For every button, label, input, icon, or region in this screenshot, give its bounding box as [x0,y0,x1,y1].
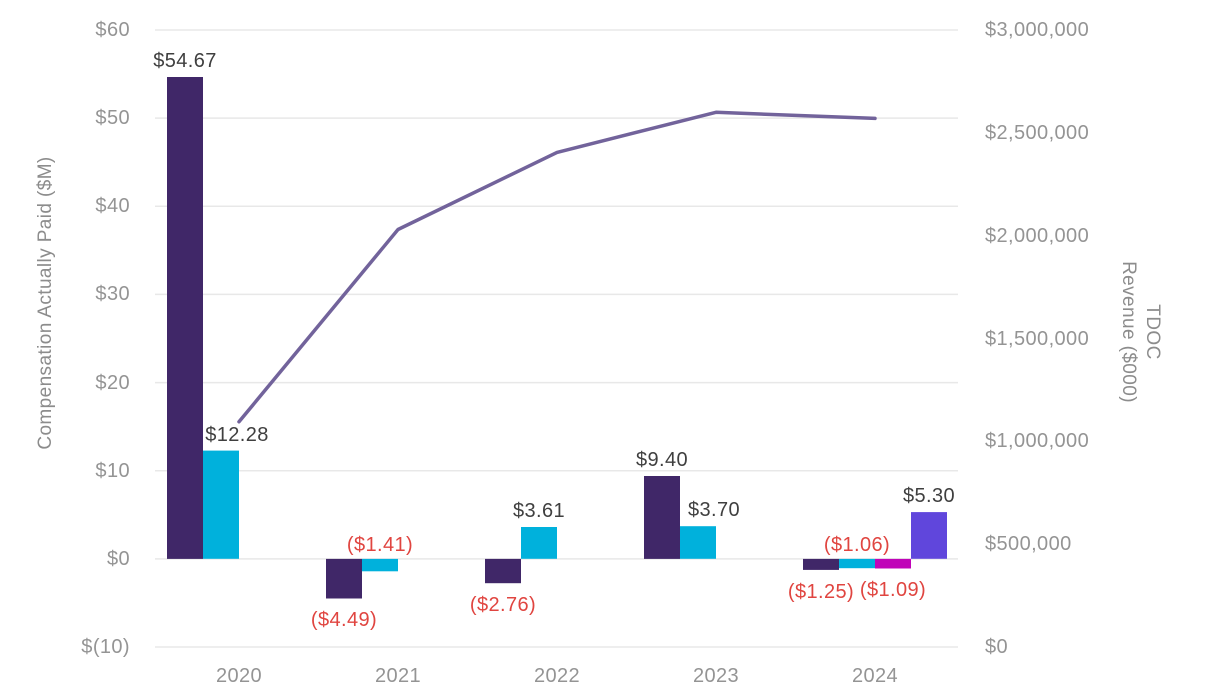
bar-cap-bar-cyan-2024 [839,558,875,569]
x-axis-year-label: 2024 [851,665,899,687]
right-axis-tick-label: $500,000 [985,533,1072,556]
bar-cap-bar-dark-purple-2021 [326,558,362,599]
left-axis-tick-label: $30 [95,283,130,306]
bar-cap-bar-cyan-2023 [680,526,716,559]
bar-value-label: ($1.25) [787,580,855,603]
bar-cap-bar-dark-purple-2022 [485,558,521,584]
left-axis-tick-label: $(10) [81,636,130,658]
bar-value-label: ($1.09) [859,579,927,602]
right-axis-tick-label: $2,500,000 [985,121,1090,144]
x-axis-year-label: 2022 [533,665,581,687]
right-axis-title: TDOC Revenue ($000) [1116,232,1164,432]
right-axis-tick-label: $2,000,000 [985,224,1090,247]
right-axis-title-line-1: TDOC [1142,304,1163,360]
bar-cap-bar-cyan-2022 [521,527,557,559]
bar-value-label: ($2.76) [469,594,537,617]
bar-cap-bar-dark-purple-2024 [803,558,839,570]
bar-value-label: ($1.41) [346,533,414,556]
left-axis-tick-label: $50 [95,107,130,130]
revenue-line [237,110,877,424]
bar-cap-bar-magenta-2024 [875,558,911,569]
left-axis-tick-label: $60 [95,19,130,41]
right-axis-tick-label: $3,000,000 [985,19,1090,41]
right-axis-tick-label: $1,000,000 [985,430,1090,453]
bar-cap-bar-dark-purple-2023 [644,476,680,559]
bar-value-label: $3.61 [512,500,566,523]
bar-cap-bar-dark-purple-2020 [167,77,203,559]
bar-cap-bar-cyan-2020 [203,450,239,559]
left-axis-tick-label: $10 [95,459,130,482]
right-axis-tick-label: $1,500,000 [985,327,1090,350]
right-axis-tick-label: $0 [985,636,1009,658]
bar-value-label: ($1.06) [823,533,891,556]
left-axis-tick-label: $20 [95,371,130,394]
x-axis-year-label: 2020 [215,665,263,687]
bar-value-label: $54.67 [153,49,217,72]
bar-value-label: $5.30 [902,485,956,508]
bar-value-label: $12.28 [205,423,269,446]
bar-value-label: $3.70 [687,499,741,522]
bar-value-label: $9.40 [635,449,689,471]
x-axis-year-label: 2021 [374,665,422,687]
bar-value-label: ($4.49) [310,609,378,632]
right-axis-title-line-2: Revenue ($000) [1118,261,1139,403]
left-axis-tick-label: $40 [95,195,130,218]
x-axis-year-label: 2023 [692,665,740,687]
left-axis-title: Compensation Actually Paid ($M) [35,156,56,450]
bar-cap-bar-cyan-2021 [362,558,398,572]
left-axis-tick-label: $0 [106,547,130,570]
bar-cap-bar-violet-2024 [911,512,947,559]
